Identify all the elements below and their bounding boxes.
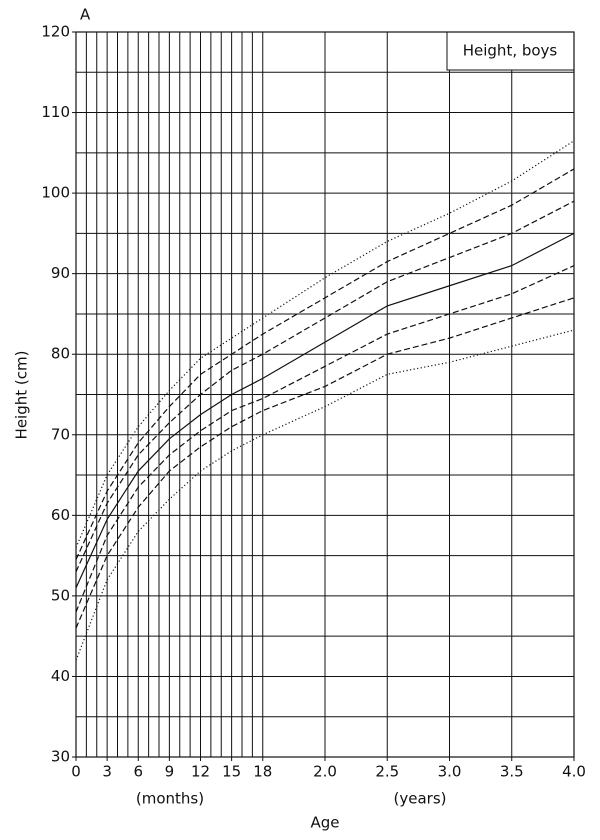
x-tick-label: 9 [165, 763, 175, 781]
x-tick-label: 6 [133, 763, 143, 781]
x-tick-label: 3.5 [500, 763, 524, 781]
y-tick-label: 100 [41, 184, 70, 202]
percentile-curve [75, 200, 575, 572]
percentile-curve [75, 168, 575, 560]
y-tick-label: 90 [51, 264, 70, 282]
plot-frame [75, 31, 575, 758]
x-tick-label: 12 [191, 763, 210, 781]
x-tick-label: 15 [222, 763, 241, 781]
x-axis-label: Age [310, 814, 339, 832]
x-tick-label: 3 [102, 763, 112, 781]
y-tick-label: 110 [41, 103, 70, 121]
y-tick-label: 60 [51, 506, 70, 524]
inset-box [446, 31, 575, 71]
x-unit-label: (years) [394, 790, 447, 808]
y-axis-label: Height (cm) [13, 351, 31, 440]
percentile-curve [75, 140, 575, 548]
y-tick-label: 40 [51, 667, 70, 685]
y-tick-label: 70 [51, 425, 70, 443]
y-tick-label: 30 [51, 748, 70, 766]
inset-label: Height, boys [463, 42, 558, 60]
percentile-curve [75, 265, 575, 613]
x-tick-label: 4.0 [562, 763, 586, 781]
x-tick-label: 2.0 [313, 763, 337, 781]
x-tick-label: 3.0 [438, 763, 462, 781]
percentile-curve [75, 297, 575, 629]
x-tick-label: 2.5 [375, 763, 399, 781]
percentile-curve [75, 329, 575, 661]
panel-label: A [80, 6, 91, 24]
y-tick-label: 120 [41, 23, 70, 41]
percentile-curve [75, 232, 575, 589]
y-tick-label: 50 [51, 586, 70, 604]
x-tick-label: 18 [253, 763, 272, 781]
x-unit-label: (months) [136, 790, 204, 808]
y-tick-label: 80 [51, 345, 70, 363]
x-tick-label: 0 [71, 763, 81, 781]
